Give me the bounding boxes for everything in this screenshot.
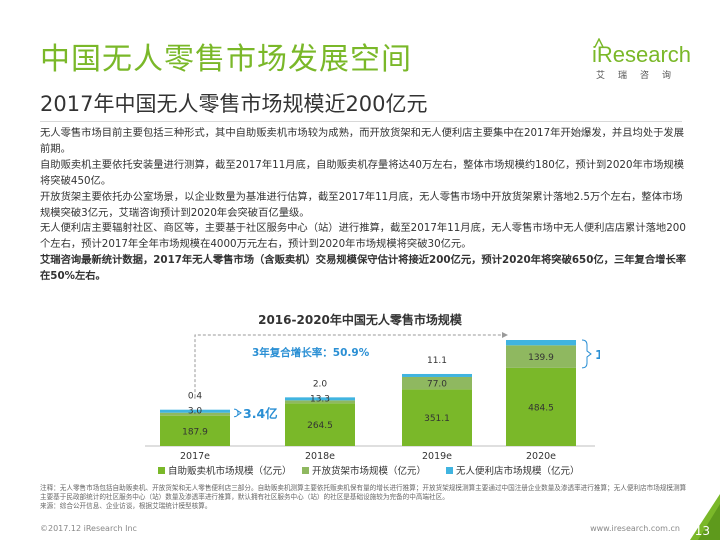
bar-segment	[285, 397, 355, 401]
bar-segment	[285, 400, 355, 404]
bar-segment	[402, 389, 472, 446]
bar-segment	[402, 373, 472, 377]
right-brace	[581, 339, 592, 369]
footnotes: 注释：无人零售市场包括自助贩卖机、开放货架和无人零售便利店三部分。自助贩卖机测算…	[40, 484, 688, 510]
logo-wordmark: iResearch	[592, 42, 692, 67]
body-paragraph: 开放货架主要依托办公室场景，以企业数量为基准进行估算，截至2017年11月底，无…	[40, 190, 683, 219]
bar-segment	[285, 403, 355, 446]
corner-decoration	[690, 494, 720, 540]
page-subtitle: 2017年中国无人零售市场规模近200亿元	[40, 92, 428, 116]
data-label: 13.3	[310, 394, 330, 404]
data-label: 33.0	[531, 330, 551, 332]
body-paragraph: 自助贩卖机主要依托安装量进行测算，截至2017年11月底，自助贩卖机存量将达40…	[40, 158, 684, 187]
legend-swatch	[446, 466, 453, 474]
legend-label: 无人便利店市场规模（亿元）	[456, 466, 580, 477]
body-conclusion: 艾瑞咨询最新统计数据，2017年无人零售市场（含贩卖机）交易规模保守估计将接近2…	[40, 254, 687, 283]
data-label: 139.9	[528, 353, 554, 363]
copyright: ©2017.12 iResearch Inc	[40, 524, 137, 533]
page-title: 中国无人零售市场发展空间	[40, 42, 412, 77]
legend-swatch	[302, 466, 309, 474]
chart-legend: 自助贩卖机市场规模（亿元） 开放货架市场规模（亿元） 无人便利店市场规模（亿元）	[150, 463, 600, 477]
cagr-annotation: 3年复合增长率：50.9%	[252, 346, 370, 359]
legend-swatch	[158, 466, 165, 474]
iresearch-logo: iResearch 艾瑞咨询	[592, 38, 692, 84]
data-label: 3.0	[188, 407, 203, 417]
bar-segment	[160, 412, 230, 416]
bar-segment	[160, 409, 230, 413]
bar-segment	[506, 340, 576, 346]
right-callout: 150亿+	[595, 347, 600, 362]
bar-segment	[160, 415, 230, 446]
stacked-bar-chart: 187.93.00.42017e264.513.32.02018e351.177…	[145, 330, 600, 462]
data-label: 351.1	[424, 414, 450, 424]
x-tick-label: 2017e	[180, 451, 210, 462]
bar-segment	[402, 376, 472, 390]
body-paragraph: 无人便利店主要辐射社区、商区等，主要基于社区服务中心（站）进行推算，截至2017…	[40, 222, 686, 251]
legend-item-store: 无人便利店市场规模（亿元）	[446, 463, 580, 477]
body-paragraph: 无人零售市场目前主要包括三种形式，其中自助贩卖机市场较为成熟，而开放货架和无人便…	[40, 127, 685, 155]
logo-subtext: 艾瑞咨询	[596, 71, 685, 81]
legend-label: 开放货架市场规模（亿元）	[312, 466, 427, 477]
data-label: 484.5	[528, 403, 554, 413]
note-text: 注释：无人零售市场包括自助贩卖机、开放货架和无人零售便利店三部分。自助贩卖机测算…	[40, 484, 687, 501]
x-tick-label: 2020e	[526, 451, 556, 462]
legend-label: 自助贩卖机市场规模（亿元）	[168, 466, 292, 477]
legend-item-vending: 自助贩卖机市场规模（亿元）	[158, 463, 292, 477]
x-tick-label: 2019e	[422, 451, 452, 462]
data-label: 11.1	[427, 356, 447, 366]
source-text: 来源：综合公开信息、企业访谈，根据艾瑞统计模型核算。	[40, 501, 212, 510]
left-brace	[233, 408, 242, 418]
spark-icon	[594, 38, 604, 48]
legend-item-shelf: 开放货架市场规模（亿元）	[302, 463, 426, 477]
data-label: 77.0	[427, 380, 447, 390]
page-number: 13	[694, 524, 710, 538]
chart-title: 2016-2020年中国无人零售市场规模	[258, 313, 462, 327]
data-label: 2.0	[313, 379, 328, 389]
cagr-arrow-line	[194, 334, 502, 398]
data-label: 264.5	[307, 421, 333, 431]
cagr-arrow-head	[502, 332, 508, 338]
x-tick-label: 2018e	[305, 451, 335, 462]
left-callout: 3.4亿	[243, 406, 278, 421]
website-link[interactable]: www.iresearch.com.cn	[590, 524, 680, 533]
header-divider	[40, 121, 682, 122]
bar-segment	[506, 367, 576, 446]
bar-segment	[506, 345, 576, 368]
body-text: 无人零售市场目前主要包括三种形式，其中自助贩卖机市场较为成熟，而开放货架和无人便…	[40, 126, 688, 285]
data-label: 187.9	[182, 427, 208, 437]
